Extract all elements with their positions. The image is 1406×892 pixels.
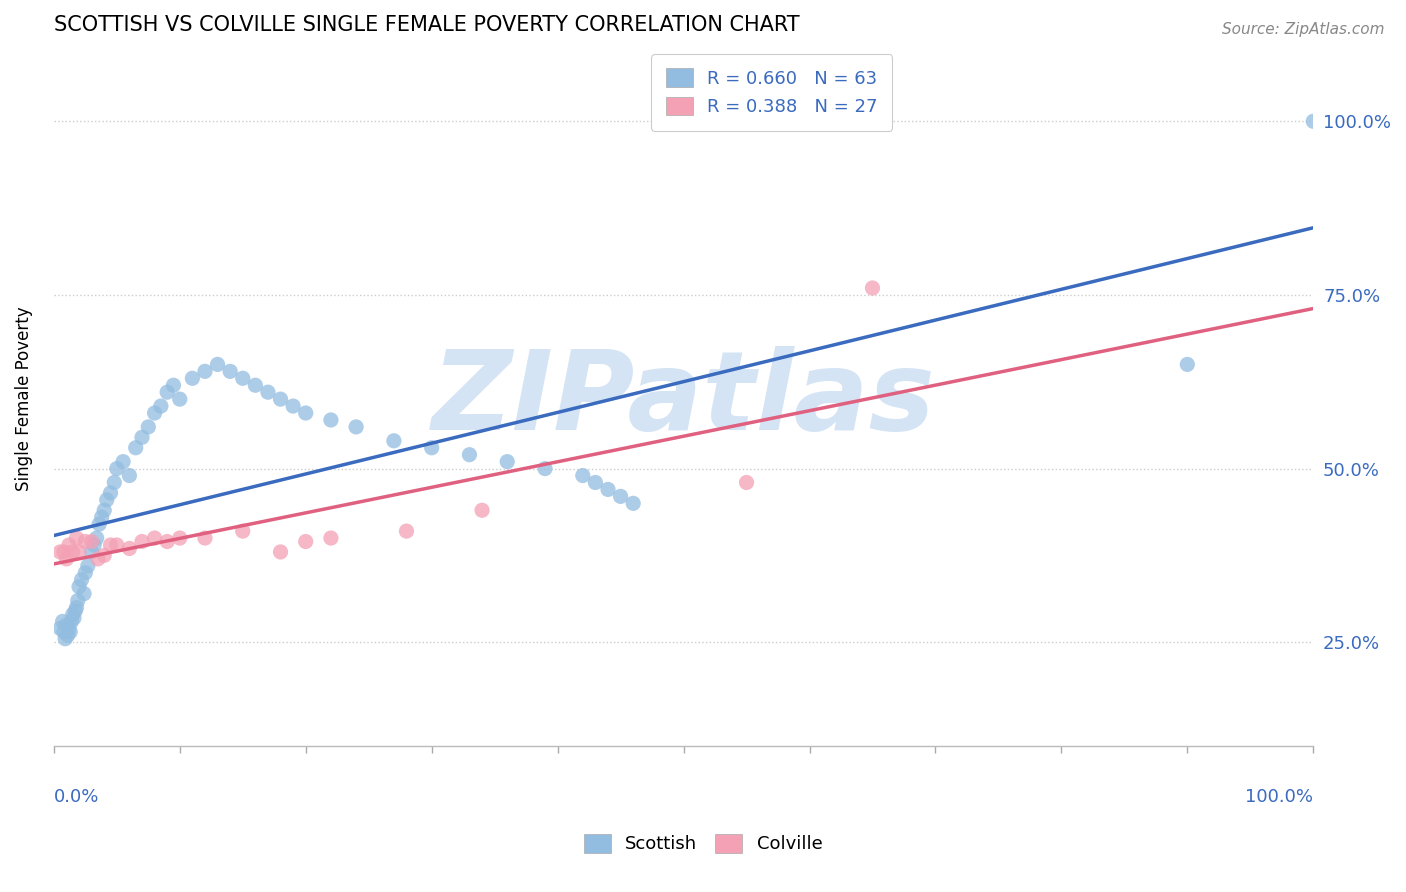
Point — [52, 615, 75, 629]
Point — [59, 624, 82, 639]
Point — [75, 534, 97, 549]
Point — [80, 545, 103, 559]
Point — [105, 461, 128, 475]
Point — [609, 489, 631, 503]
Point — [194, 531, 217, 545]
Point — [131, 534, 153, 549]
Point — [319, 413, 342, 427]
Legend: R = 0.660   N = 63, R = 0.388   N = 27: R = 0.660 N = 63, R = 0.388 N = 27 — [651, 54, 893, 130]
Point — [143, 406, 166, 420]
Point — [62, 607, 84, 622]
Point — [73, 586, 96, 600]
Point — [93, 503, 115, 517]
Point — [420, 441, 443, 455]
Point — [67, 580, 90, 594]
Point — [344, 420, 367, 434]
Point — [112, 455, 135, 469]
Point — [458, 448, 481, 462]
Point — [60, 615, 83, 629]
Point — [257, 385, 280, 400]
Text: 0.0%: 0.0% — [53, 789, 100, 806]
Point — [93, 549, 115, 563]
Point — [83, 538, 105, 552]
Point — [62, 545, 84, 559]
Point — [583, 475, 606, 490]
Legend: Scottish, Colville: Scottish, Colville — [576, 827, 830, 861]
Point — [56, 628, 79, 642]
Point — [49, 545, 72, 559]
Point — [52, 624, 75, 639]
Point — [143, 531, 166, 545]
Point — [131, 430, 153, 444]
Y-axis label: Single Female Poverty: Single Female Poverty — [15, 307, 32, 491]
Point — [76, 558, 98, 573]
Point — [58, 538, 80, 552]
Point — [471, 503, 494, 517]
Point — [1175, 358, 1198, 372]
Point — [319, 531, 342, 545]
Point — [169, 392, 191, 406]
Point — [294, 406, 316, 420]
Point — [90, 510, 112, 524]
Point — [232, 371, 254, 385]
Point — [270, 392, 292, 406]
Point — [382, 434, 405, 448]
Point — [67, 545, 90, 559]
Point — [58, 621, 80, 635]
Point — [75, 566, 97, 580]
Point — [162, 378, 184, 392]
Point — [534, 461, 557, 475]
Point — [149, 399, 172, 413]
Point — [270, 545, 292, 559]
Text: SCOTTISH VS COLVILLE SINGLE FEMALE POVERTY CORRELATION CHART: SCOTTISH VS COLVILLE SINGLE FEMALE POVER… — [53, 15, 800, 35]
Point — [496, 455, 519, 469]
Point — [156, 534, 179, 549]
Point — [70, 573, 93, 587]
Point — [118, 541, 141, 556]
Point — [65, 531, 87, 545]
Point — [65, 600, 87, 615]
Point — [80, 534, 103, 549]
Point — [66, 593, 89, 607]
Point — [100, 538, 122, 552]
Point — [219, 364, 242, 378]
Point — [181, 371, 204, 385]
Point — [63, 611, 86, 625]
Point — [87, 552, 110, 566]
Point — [294, 534, 316, 549]
Point — [96, 492, 118, 507]
Text: ZIPatlas: ZIPatlas — [432, 345, 935, 452]
Point — [194, 364, 217, 378]
Point — [156, 385, 179, 400]
Point — [103, 475, 125, 490]
Point — [65, 604, 87, 618]
Point — [572, 468, 595, 483]
Text: Source: ZipAtlas.com: Source: ZipAtlas.com — [1222, 22, 1385, 37]
Point — [245, 378, 267, 392]
Point — [55, 618, 77, 632]
Point — [862, 281, 884, 295]
Point — [52, 545, 75, 559]
Point — [86, 531, 108, 545]
Point — [49, 621, 72, 635]
Point — [125, 441, 148, 455]
Point — [136, 420, 159, 434]
Point — [281, 399, 304, 413]
Point — [232, 524, 254, 538]
Point — [207, 358, 229, 372]
Point — [55, 552, 77, 566]
Point — [169, 531, 191, 545]
Point — [621, 496, 644, 510]
Point — [105, 538, 128, 552]
Point — [735, 475, 758, 490]
Point — [395, 524, 418, 538]
Point — [596, 483, 619, 497]
Text: 100.0%: 100.0% — [1246, 789, 1313, 806]
Point — [118, 468, 141, 483]
Point — [100, 486, 122, 500]
Point — [1302, 114, 1324, 128]
Point — [53, 632, 76, 646]
Point — [89, 517, 111, 532]
